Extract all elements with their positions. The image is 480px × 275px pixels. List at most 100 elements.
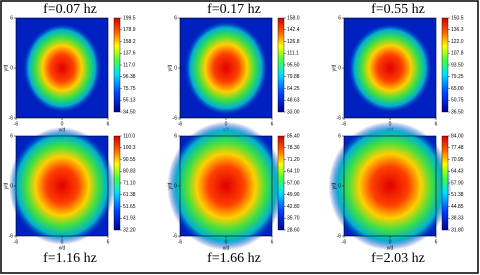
- colorbar: [277, 135, 285, 231]
- heatmap-field: [8, 127, 116, 245]
- x-tick-label: -6: [178, 239, 183, 245]
- y-tick-label: 6: [10, 133, 13, 139]
- colorbar-tick-label: 42.80: [287, 204, 300, 210]
- colorbar-tick-label: 100.3: [123, 145, 136, 151]
- y-axis-label: y/d: [167, 64, 173, 71]
- panel-title: f=0.07 hz: [43, 2, 97, 17]
- x-tick-label: 0: [61, 121, 64, 127]
- colorbar-tick-label: 111.1: [287, 51, 299, 57]
- heatmap-field: [348, 23, 432, 113]
- colorbar-tick-label: 80.83: [123, 169, 136, 175]
- colorbar-tick-label: 142.4: [287, 27, 300, 33]
- colorbar-tick-label: 51.38: [451, 192, 464, 198]
- colorbar-tick-label: 31.80: [451, 227, 464, 233]
- colorbar-tick-label: 85.40: [287, 133, 300, 139]
- y-tick-label: -6: [9, 233, 14, 239]
- colorbar-tick-label: 41.93: [123, 216, 136, 222]
- colorbar-tick-label: 71.10: [123, 180, 136, 186]
- colorbar-tick-label: 57.90: [451, 180, 464, 186]
- colorbar: [441, 17, 449, 113]
- colorbar-tick-label: 48.63: [287, 98, 300, 104]
- y-tick-label: 0: [10, 183, 13, 189]
- heatmap-field: [184, 20, 268, 116]
- x-axis-label: x/d: [59, 245, 66, 251]
- colorbar-tick-label: 158.0: [287, 15, 300, 21]
- y-tick-label: 6: [338, 15, 341, 21]
- colorbar-tick-label: 77.48: [451, 145, 464, 151]
- colorbar-tick-label: 107.8: [451, 51, 464, 57]
- colorbar-tick-label: 117.0: [123, 62, 135, 68]
- colorbar-tick-label: 78.30: [287, 145, 300, 151]
- colorbar-tick-label: 150.5: [451, 15, 464, 21]
- colorbar: [113, 17, 121, 113]
- colorbar-tick-label: 44.85: [451, 204, 464, 210]
- x-tick-label: 6: [271, 239, 274, 245]
- x-tick-label: -6: [342, 121, 347, 127]
- x-tick-label: 0: [225, 239, 228, 245]
- colorbar-tick-label: 122.0: [451, 39, 464, 45]
- colorbar-tick-label: 51.65: [123, 204, 136, 210]
- x-tick-label: 6: [107, 239, 110, 245]
- colorbar-tick-label: 64.43: [451, 169, 464, 175]
- colorbar-tick-label: 36.50: [451, 109, 464, 115]
- colorbar-tick-label: 55.13: [123, 98, 136, 104]
- y-tick-label: -6: [173, 115, 178, 121]
- panel-title: f=0.17 hz: [207, 2, 261, 17]
- x-tick-label: -6: [178, 121, 183, 127]
- colorbar-tick-label: 33.00: [287, 109, 300, 115]
- panel-title: f=2.03 hz: [371, 251, 425, 266]
- colorbar-tick-label: 57.00: [287, 180, 300, 186]
- y-tick-label: 0: [10, 65, 13, 71]
- y-tick-label: -6: [337, 115, 342, 121]
- y-tick-label: 0: [174, 65, 177, 71]
- x-tick-label: 0: [389, 239, 392, 245]
- colorbar-tick-label: 178.9: [123, 27, 136, 33]
- y-axis-label: y/d: [331, 182, 337, 189]
- x-tick-label: 6: [271, 121, 274, 127]
- colorbar-tick-label: 90.55: [123, 157, 136, 163]
- x-tick-label: 6: [107, 121, 110, 127]
- y-tick-label: 6: [174, 15, 177, 21]
- colorbar-tick-label: 84.00: [451, 133, 464, 139]
- colorbar-tick-label: 126.8: [287, 39, 300, 45]
- colorbar-tick-label: 136.3: [451, 27, 464, 33]
- y-axis-label: y/d: [167, 182, 173, 189]
- colorbar: [441, 135, 449, 231]
- panel-title: f=1.66 hz: [207, 251, 261, 266]
- colorbar: [277, 17, 285, 113]
- y-tick-label: 6: [174, 133, 177, 139]
- y-tick-label: 6: [10, 15, 13, 21]
- y-tick-label: -6: [9, 115, 14, 121]
- x-tick-label: -6: [14, 121, 19, 127]
- x-tick-label: 6: [435, 121, 438, 127]
- x-axis-label: x/d: [387, 245, 394, 251]
- x-tick-label: 0: [61, 239, 64, 245]
- colorbar-tick-label: 158.2: [123, 39, 136, 45]
- colorbar-tick-label: 32.20: [123, 227, 136, 233]
- colorbar-tick-label: 64.10: [287, 169, 300, 175]
- panel-title: f=1.16 hz: [43, 251, 97, 266]
- heatmap-field: [328, 121, 452, 251]
- colorbar-tick-label: 95.50: [287, 62, 300, 68]
- panel-title: f=0.55 hz: [371, 2, 425, 17]
- colorbar-tick-label: 35.70: [287, 216, 300, 222]
- y-tick-label: 0: [338, 65, 341, 71]
- x-axis-label: x/d: [223, 245, 230, 251]
- y-tick-label: 6: [338, 133, 341, 139]
- heatmap-field: [22, 23, 102, 113]
- y-axis-label: y/d: [3, 64, 9, 71]
- colorbar-tick-label: 110.0: [123, 133, 135, 139]
- colorbar-tick-label: 93.50: [451, 62, 464, 68]
- y-axis-label: y/d: [331, 64, 337, 71]
- y-tick-label: -6: [173, 233, 178, 239]
- colorbar-tick-label: 28.60: [287, 227, 300, 233]
- colorbar-tick-label: 79.88: [287, 74, 300, 80]
- colorbar-tick-label: 199.5: [123, 15, 136, 21]
- y-tick-label: 0: [338, 183, 341, 189]
- colorbar-tick-label: 79.25: [451, 74, 464, 80]
- y-axis-label: y/d: [3, 182, 9, 189]
- colorbar-tick-label: 34.50: [123, 109, 136, 115]
- colorbar-tick-label: 61.38: [123, 192, 136, 198]
